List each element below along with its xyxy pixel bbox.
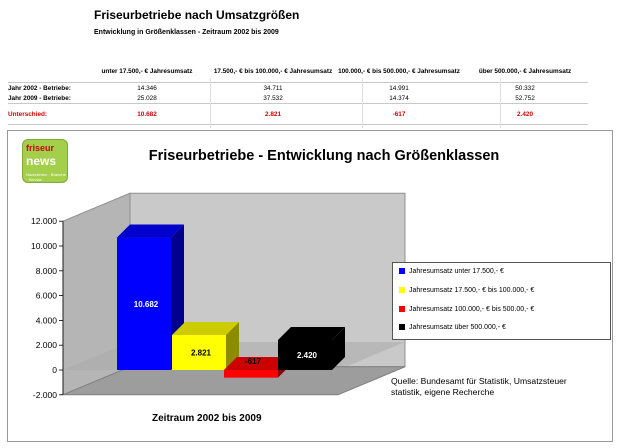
legend-swatch — [399, 324, 405, 330]
y-tick-label: 6.000 — [36, 291, 58, 301]
bar-value-label: -617 — [245, 357, 262, 366]
y-tick-label: 2.000 — [36, 340, 58, 350]
table-cell: 14.991 — [336, 82, 462, 93]
y-tick-label: 8.000 — [36, 266, 58, 276]
column-divider — [210, 78, 211, 128]
table-cell: 52.752 — [462, 93, 588, 104]
bar-top — [117, 224, 184, 238]
source-note: Quelle: Bundesamt für Statistik, Umsatzs… — [391, 376, 567, 397]
summary-table: unter 17.500,- € Jahresumsatz 17.500,- €… — [8, 65, 588, 125]
bar-top — [172, 322, 239, 336]
legend-swatch — [399, 268, 405, 274]
legend-item: Jahresumsatz 100.000,- € bis 500.00,- € — [399, 306, 534, 313]
table-cell: 2.821 — [265, 110, 281, 118]
row-label: Jahr 2009 - Betriebe: — [8, 93, 84, 104]
table-cell: -617 — [392, 110, 406, 118]
bar-top — [278, 326, 345, 340]
legend-swatch — [399, 287, 405, 293]
bar-side — [332, 326, 345, 370]
friseur-news-logo: friseur news Nachrichten · Branche · Ser… — [22, 139, 68, 183]
table-cell: 34.711 — [210, 82, 336, 93]
y-tick-label: 12.000 — [31, 216, 57, 226]
bar — [224, 370, 278, 378]
legend-swatch — [399, 306, 405, 312]
table-row: Jahr 2002 - Betriebe: 14.346 34.711 14.9… — [8, 82, 588, 93]
chart-title: Friseurbetriebe - Entwicklung nach Größe… — [148, 148, 500, 164]
bar-value-label: 2.420 — [297, 351, 318, 360]
bar-value-label: 2.821 — [191, 349, 212, 358]
y-tick-label: 0 — [52, 365, 57, 375]
page-subtitle: Entwicklung in Größenklassen - Zeitraum … — [94, 29, 279, 36]
table-cell: 10.682 — [137, 110, 157, 118]
table-cell: 25.028 — [84, 93, 210, 104]
legend-item: Jahresumsatz über 500.000,- € — [399, 324, 506, 331]
bar-value-label: 10.682 — [134, 300, 159, 309]
bar-side — [226, 322, 239, 370]
column-header: 100.000,- € bis 500.000,- € Jahresumsatz — [338, 67, 460, 75]
column-header: unter 17.500,- € Jahresumsatz — [101, 67, 193, 75]
bar — [172, 335, 226, 370]
bar-top — [224, 357, 291, 370]
row-label: Unterschied: — [8, 110, 48, 118]
bar — [117, 237, 171, 370]
chart-legend: Jahresumsatz unter 17.500,- € Jahresumsa… — [392, 262, 611, 340]
x-axis-label: Zeitraum 2002 bis 2009 — [152, 413, 262, 424]
column-divider — [500, 78, 501, 128]
column-header: über 500.000,- € Jahresumsatz — [478, 67, 572, 75]
table-row-difference: Unterschied: 10.682 2.821 -617 2.420 — [8, 109, 588, 119]
chart-floor — [62, 366, 406, 396]
y-tick-label: 4.000 — [36, 315, 58, 325]
table-cell: 2.420 — [517, 110, 533, 118]
row-label: Jahr 2002 - Betriebe: — [8, 82, 84, 93]
bar — [278, 339, 332, 370]
column-divider — [362, 78, 363, 128]
table-row: Jahr 2009 - Betriebe: 25.028 37.532 14.3… — [8, 93, 588, 104]
legend-item: Jahresumsatz unter 17.500,- € — [399, 268, 504, 275]
table-cell: 14.346 — [84, 82, 210, 93]
table-cell: 37.532 — [210, 93, 336, 104]
column-header: 17.500,- € bis 100.000,- € Jahresumsatz — [213, 67, 333, 75]
page-title: Friseurbetriebe nach Umsatzgrößen — [94, 8, 300, 22]
y-tick-label: -2.000 — [33, 390, 57, 400]
table-header-row: unter 17.500,- € Jahresumsatz 17.500,- €… — [8, 65, 588, 77]
y-tick-label: 10.000 — [31, 241, 57, 251]
table-cell: 50.332 — [462, 82, 588, 93]
table-cell: 14.374 — [336, 93, 462, 104]
legend-item: Jahresumsatz 17.500,- € bis 100.000,- € — [399, 287, 534, 294]
